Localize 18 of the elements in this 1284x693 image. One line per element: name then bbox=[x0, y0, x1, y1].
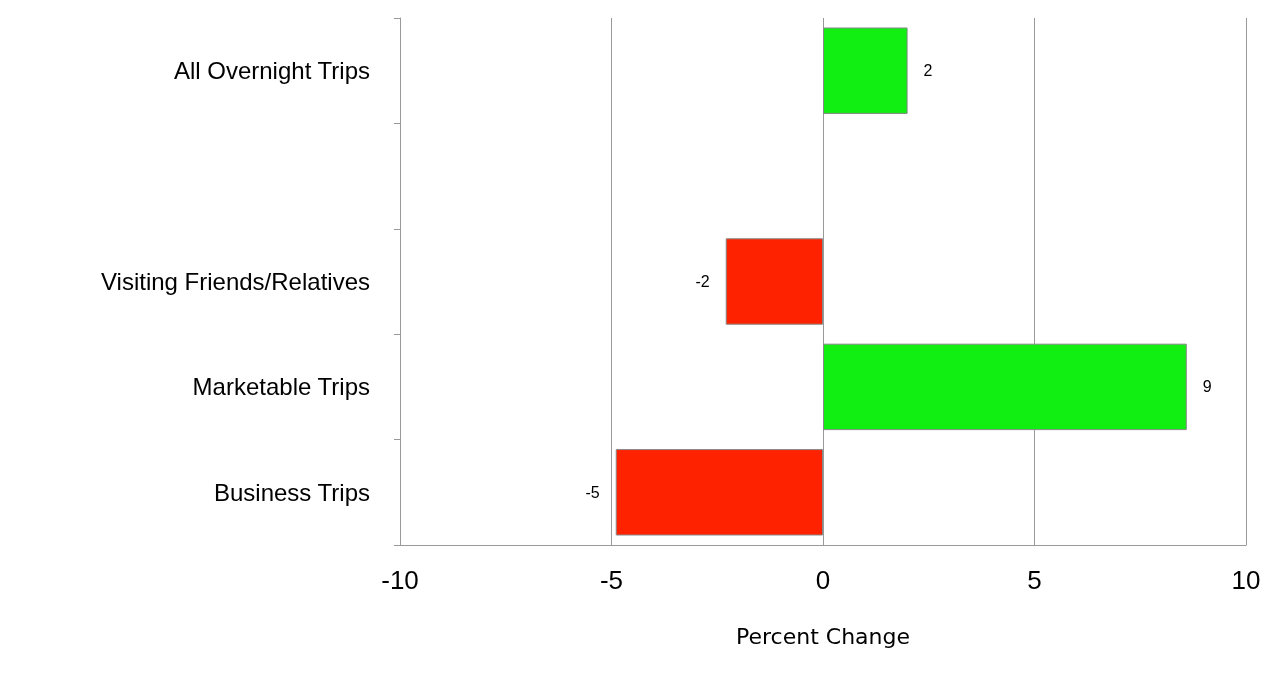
y-tick-label: Visiting Friends/Relatives bbox=[100, 268, 370, 295]
bar bbox=[615, 449, 823, 536]
data-label: -5 bbox=[585, 483, 600, 501]
y-tick-label: Marketable Trips bbox=[192, 373, 370, 401]
x-tick-label: 0 bbox=[815, 565, 831, 595]
data-label: 2 bbox=[923, 62, 933, 80]
bar bbox=[823, 343, 1187, 431]
x-tick-label: 5 bbox=[1027, 565, 1042, 595]
x-axis-title: Percent Change bbox=[735, 623, 911, 649]
y-tick-label: Business Trips bbox=[213, 478, 370, 506]
x-tick-label: -10 bbox=[381, 565, 419, 595]
bar bbox=[823, 27, 908, 114]
x-tick-label: -5 bbox=[599, 565, 624, 595]
data-label: 9 bbox=[1202, 378, 1212, 396]
data-label: -2 bbox=[695, 273, 710, 290]
bar bbox=[725, 238, 823, 325]
x-tick-label: 10 bbox=[1231, 565, 1261, 595]
y-tick-label: All Overnight Trips bbox=[173, 57, 370, 85]
